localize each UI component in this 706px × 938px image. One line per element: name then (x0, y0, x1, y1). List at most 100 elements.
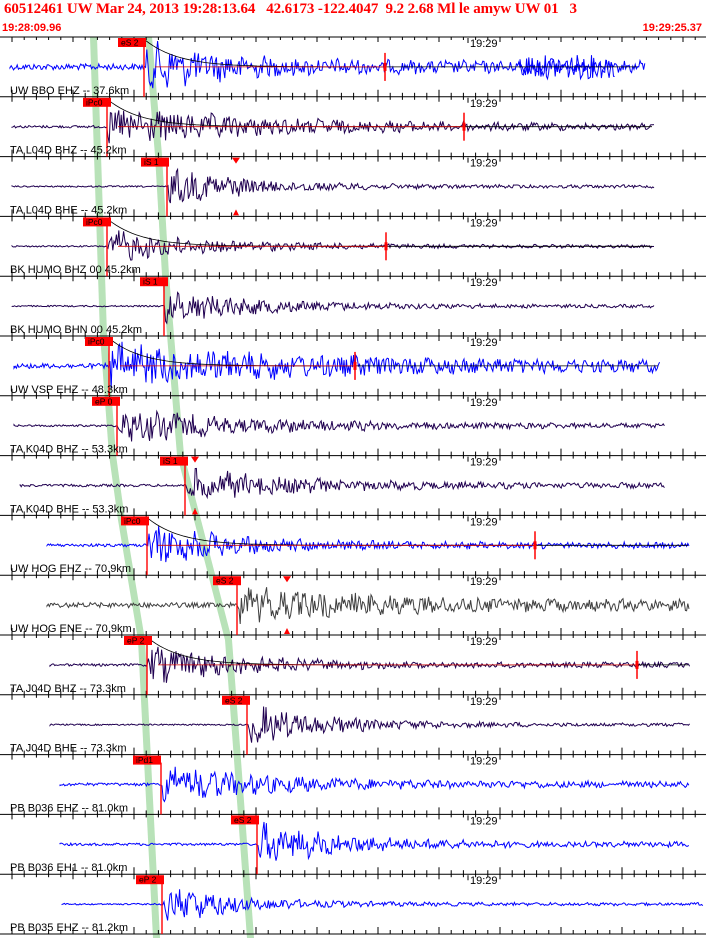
end-time-label: 19:29:25.37 (642, 22, 702, 34)
station-label: BK HUMO BHZ 00 45.2km (10, 264, 141, 276)
station-label: TA J04D BHZ -- 73.3km (10, 683, 126, 695)
trace-panel: 19:29 iPc0 UW HOG EHZ -- 70.9km (0, 515, 706, 576)
station-label: PB B036 EHZ -- 81.0km (10, 802, 128, 814)
pick-box (118, 38, 146, 47)
coda-curve (147, 517, 688, 546)
amplitude-triangle (284, 628, 290, 634)
waveform (11, 167, 655, 204)
p-arrival-band (118, 520, 145, 640)
coda-curve (109, 338, 658, 367)
pick-box (92, 396, 120, 406)
trace-panel: 19:29 eS 2 TA J04D BHE -- 73.3km (0, 694, 706, 756)
station-label: TA L04D BHZ -- 45.2km (10, 145, 127, 157)
trace-panel: 19:29 eS 2 PB B036 EH1 -- 81.0km (0, 814, 706, 875)
amplitude-triangle (233, 209, 239, 216)
p-arrival-band (138, 640, 151, 760)
station-label: TA K04D BHZ -- 53.3km (10, 444, 128, 456)
waveform (11, 291, 655, 325)
s-arrival-band (177, 455, 201, 520)
minute-label: 19:29 (470, 397, 498, 409)
pick-label: iPc0 (124, 516, 141, 526)
amplitude-triangle (191, 456, 199, 463)
pick-label: iS 1 (144, 157, 159, 167)
minute-label: 19:29 (470, 158, 498, 170)
trace-panel: 19:29 eS 2 UW HOG ENE -- 70.9km (0, 575, 706, 636)
amplitude-marker (353, 361, 357, 370)
station-label: UW HOG ENE -- 70.9km (10, 623, 132, 635)
coda-curve (144, 39, 637, 68)
amplitude-triangle (283, 576, 291, 583)
station-label: TA L04D BHE -- 45.2km (10, 204, 127, 216)
trace-panel: 19:29 iS 1 BK HUMO BHN 00 45.2km (0, 276, 706, 337)
pick-label: eP 2 (127, 636, 145, 646)
pick-label: iS 1 (163, 456, 178, 466)
station-label: PB B035 EHZ -- 81.2km (10, 922, 128, 934)
waveform (49, 706, 690, 743)
waveform (49, 646, 691, 683)
pick-label: iPc0 (86, 217, 103, 227)
waveform (9, 41, 646, 89)
station-label: BK HUMO BHN 00 45.2km (10, 324, 142, 336)
waveform (61, 889, 704, 921)
waveform (13, 341, 661, 389)
plot-header: 60512461 UW Mar 24, 2013 19:28:13.64 42.… (0, 0, 706, 36)
pick-box (141, 157, 169, 167)
trace-panel: 19:29 eP 2 PB B035 EHZ -- 81.2km (0, 874, 706, 935)
amplitude-marker (533, 541, 537, 550)
pick-label: iS 1 (143, 277, 158, 287)
minute-label: 19:29 (470, 756, 498, 768)
amplitude-marker (383, 62, 387, 71)
pick-label: eS 2 (225, 695, 243, 705)
waveform (46, 587, 690, 625)
station-label: TA K04D BHE -- 53.3km (10, 503, 128, 515)
pick-box (222, 695, 250, 705)
minute-label: 19:29 (470, 815, 498, 827)
pick-box (140, 277, 168, 287)
minute-label: 19:29 (470, 337, 498, 349)
amplitude-triangle (192, 508, 198, 515)
station-label: UW HOG EHZ -- 70.9km (10, 563, 131, 575)
pick-box (136, 875, 164, 885)
waveform (11, 110, 655, 144)
minute-label: 19:29 (470, 217, 498, 229)
minute-label: 19:29 (470, 457, 498, 469)
pick-box (83, 217, 111, 227)
trace-panel: 19:29 eP 0 TA K04D BHZ -- 53.3km (0, 395, 706, 457)
pick-box (231, 815, 259, 825)
pick-label: iPc0 (88, 337, 105, 347)
pick-label: iPc0 (86, 97, 103, 107)
pick-box (133, 755, 161, 765)
station-label: UW VSP EHZ -- 48.3km (10, 384, 128, 396)
waveform (46, 526, 690, 563)
pick-box (160, 456, 188, 466)
minute-label: 19:29 (470, 875, 498, 887)
pick-box (83, 97, 111, 107)
station-label: PB B036 EH1 -- 81.0km (10, 862, 127, 874)
pick-box (121, 516, 149, 526)
pick-label: eP 0 (95, 396, 113, 406)
pick-label: eS 2 (234, 815, 252, 825)
amplitude-marker (384, 242, 388, 251)
trace-panel: 19:29 iPc0 BK HUMO BHZ 00 45.2km (0, 216, 706, 277)
waveform (59, 821, 690, 861)
trace-panel: 19:29 iPc0 UW VSP EHZ -- 48.3km (0, 336, 706, 397)
pick-label: iPd1 (136, 755, 153, 765)
amplitude-triangle (232, 157, 240, 164)
waveform (59, 766, 690, 803)
pick-label: eS 2 (121, 38, 139, 48)
trace-panel: 19:29 eP 2 TA J04D BHZ -- 73.3km (0, 635, 706, 696)
waveform (19, 467, 665, 500)
amplitude-marker (635, 660, 639, 669)
trace-panel: 19:29 iS 1 TA K04D BHE -- 53.3km (0, 455, 706, 516)
trace-panel: 19:29 iPc0 TA L04D BHZ -- 45.2km (0, 96, 706, 158)
minute-label: 19:29 (470, 38, 498, 50)
trace-panel: 19:29 eS 2 UW BBO EHZ -- 37.6km (0, 36, 706, 98)
trace-panel: 19:29 iPd1 PB B036 EHZ -- 81.0km (0, 754, 706, 815)
pick-box (213, 576, 241, 586)
event-title: 60512461 UW Mar 24, 2013 19:28:13.64 42.… (4, 1, 577, 17)
pick-label: eP 2 (139, 875, 157, 885)
waveform (11, 230, 655, 261)
p-arrival-band (94, 155, 107, 335)
